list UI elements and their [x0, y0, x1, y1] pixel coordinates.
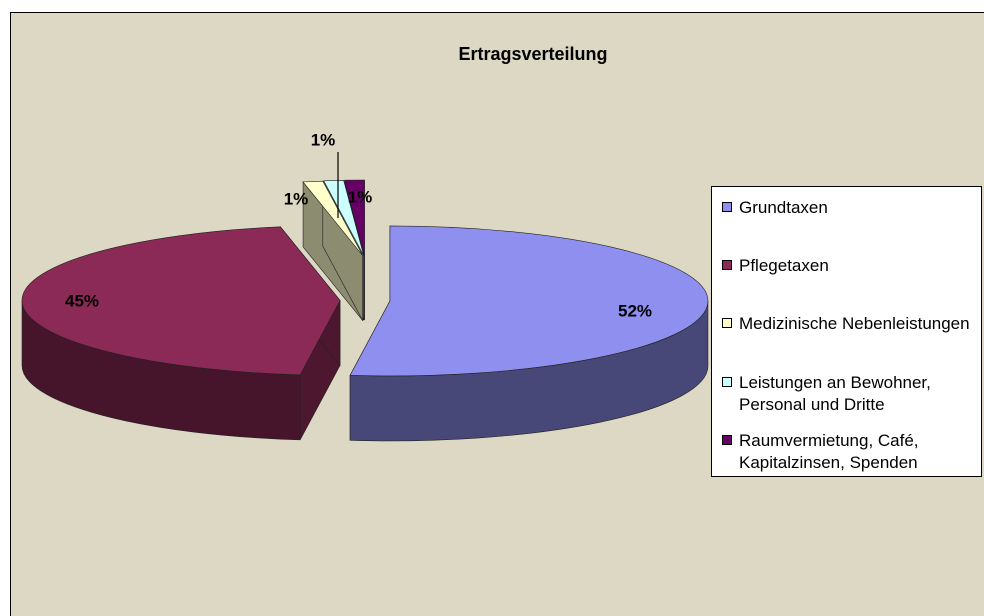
- legend-swatch: [722, 435, 732, 445]
- slice-top: [21, 226, 341, 376]
- pie-slice: [302, 180, 363, 322]
- legend-item: Medizinische Nebenleistungen: [722, 313, 980, 335]
- legend-item: Raumvermietung, Café, Kapitalzinsen, Spe…: [722, 430, 980, 474]
- data-label: 1%: [311, 130, 336, 149]
- legend-label: Grundtaxen: [739, 198, 828, 217]
- legend-swatch: [722, 202, 732, 212]
- chart-title: Ertragsverteilung: [458, 44, 607, 64]
- pie-slice: [21, 225, 341, 441]
- slice-top: [344, 179, 365, 256]
- pie-slice: [349, 225, 709, 442]
- slice-top: [302, 180, 363, 256]
- legend-swatch: [722, 377, 732, 387]
- legend-label: Pflegetaxen: [739, 256, 829, 275]
- legend-swatch: [722, 318, 732, 328]
- data-label: 52%: [618, 301, 652, 320]
- legend-swatch: [722, 260, 732, 270]
- slice-top: [323, 180, 364, 256]
- data-label: 1%: [348, 187, 373, 206]
- slice-top: [349, 225, 709, 377]
- legend-label: Leistungen an Bewohner, Personal und Dri…: [739, 373, 931, 414]
- data-label: 45%: [65, 291, 99, 310]
- legend-label: Raumvermietung, Café, Kapitalzinsen, Spe…: [739, 431, 919, 472]
- legend-item: Leistungen an Bewohner, Personal und Dri…: [722, 372, 980, 416]
- data-label: 1%: [284, 189, 309, 208]
- legend-label: Medizinische Nebenleistungen: [739, 314, 970, 333]
- legend-item: Grundtaxen: [722, 197, 980, 219]
- legend-item: Pflegetaxen: [722, 255, 980, 277]
- legend: Grundtaxen Pflegetaxen Medizinische Nebenl…: [711, 186, 982, 477]
